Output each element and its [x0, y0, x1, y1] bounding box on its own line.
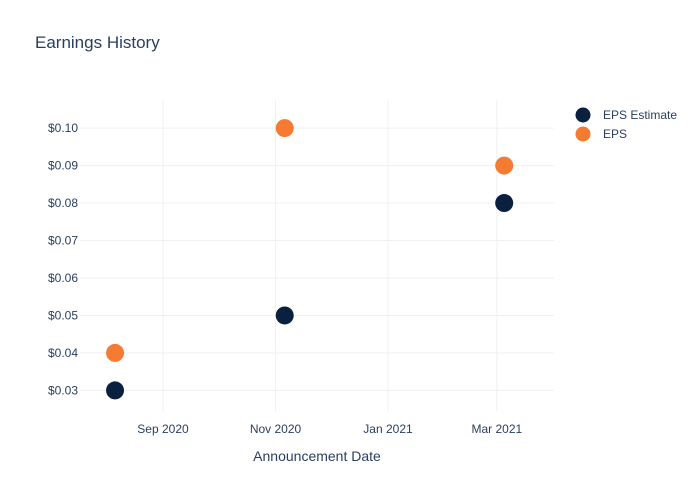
legend: EPS Estimate EPS: [575, 107, 677, 142]
y-tick-label: $0.08: [48, 196, 78, 210]
legend-marker-eps-estimate[interactable]: [575, 107, 591, 123]
eps-estimate-point[interactable]: [275, 306, 294, 325]
y-tick-label: $0.05: [48, 308, 78, 322]
y-tick-label: $0.07: [48, 234, 78, 248]
eps-point[interactable]: [275, 119, 294, 138]
points-layer: [106, 119, 514, 400]
x-axis-title: Announcement Date: [253, 448, 381, 464]
eps-estimate-point[interactable]: [495, 194, 514, 213]
legend-marker-eps[interactable]: [575, 126, 591, 142]
grid-layer: [80, 100, 554, 411]
chart-title: Earnings History: [35, 33, 160, 52]
x-tick-label: Sep 2020: [137, 422, 189, 436]
x-tick-label: Nov 2020: [250, 422, 302, 436]
legend-label-eps-estimate[interactable]: EPS Estimate: [603, 108, 677, 122]
legend-label-eps[interactable]: EPS: [603, 127, 627, 141]
eps-point[interactable]: [106, 343, 125, 362]
y-tick-label: $0.06: [48, 271, 78, 285]
x-tick-label: Jan 2021: [363, 422, 413, 436]
eps-point[interactable]: [495, 156, 514, 175]
y-tick-label: $0.09: [48, 159, 78, 173]
y-tick-label: $0.03: [48, 383, 78, 397]
y-tick-label: $0.04: [48, 346, 78, 360]
axis-layer: $0.03 $0.04 $0.05 $0.06 $0.07 $0.08 $0.09 $0.10…: [48, 121, 523, 436]
y-tick-label: $0.10: [48, 121, 78, 135]
eps-estimate-point[interactable]: [106, 381, 125, 400]
x-tick-label: Mar 2021: [471, 422, 522, 436]
